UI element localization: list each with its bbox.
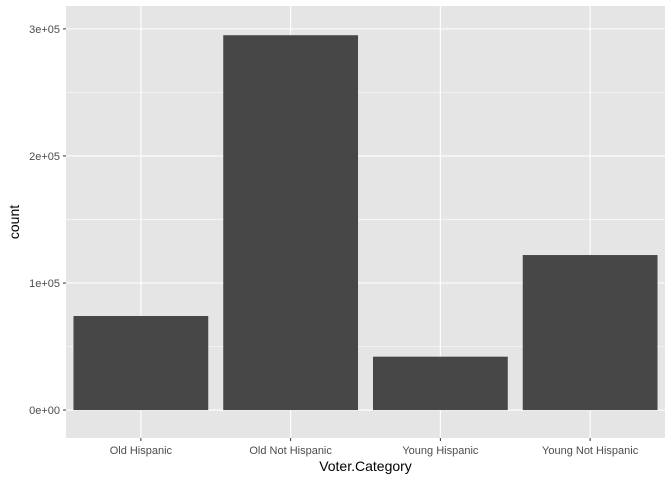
bar-old-hispanic [73, 316, 209, 411]
y-tick-label: 2e+05 [29, 151, 60, 163]
y-tick-label: 3e+05 [29, 24, 60, 36]
x-tick-label: Young Hispanic [402, 445, 479, 457]
x-tick-label: Old Not Hispanic [249, 445, 332, 457]
y-tick-label: 1e+05 [29, 278, 60, 290]
x-tick-label: Young Not Hispanic [542, 445, 639, 457]
y-tick-label: 0e+00 [29, 405, 60, 417]
x-axis: Old Hispanic Old Not Hispanic Young Hispan… [110, 438, 639, 457]
y-axis: 0e+00 1e+05 2e+05 3e+05 [29, 24, 66, 417]
x-tick-label: Old Hispanic [110, 445, 173, 457]
bar-old-not-hispanic [223, 35, 359, 411]
y-axis-title: count [6, 205, 22, 239]
bar-young-not-hispanic [522, 255, 658, 411]
bars [73, 35, 658, 411]
x-axis-title: Voter.Category [319, 458, 412, 474]
bar-young-hispanic [372, 356, 508, 411]
